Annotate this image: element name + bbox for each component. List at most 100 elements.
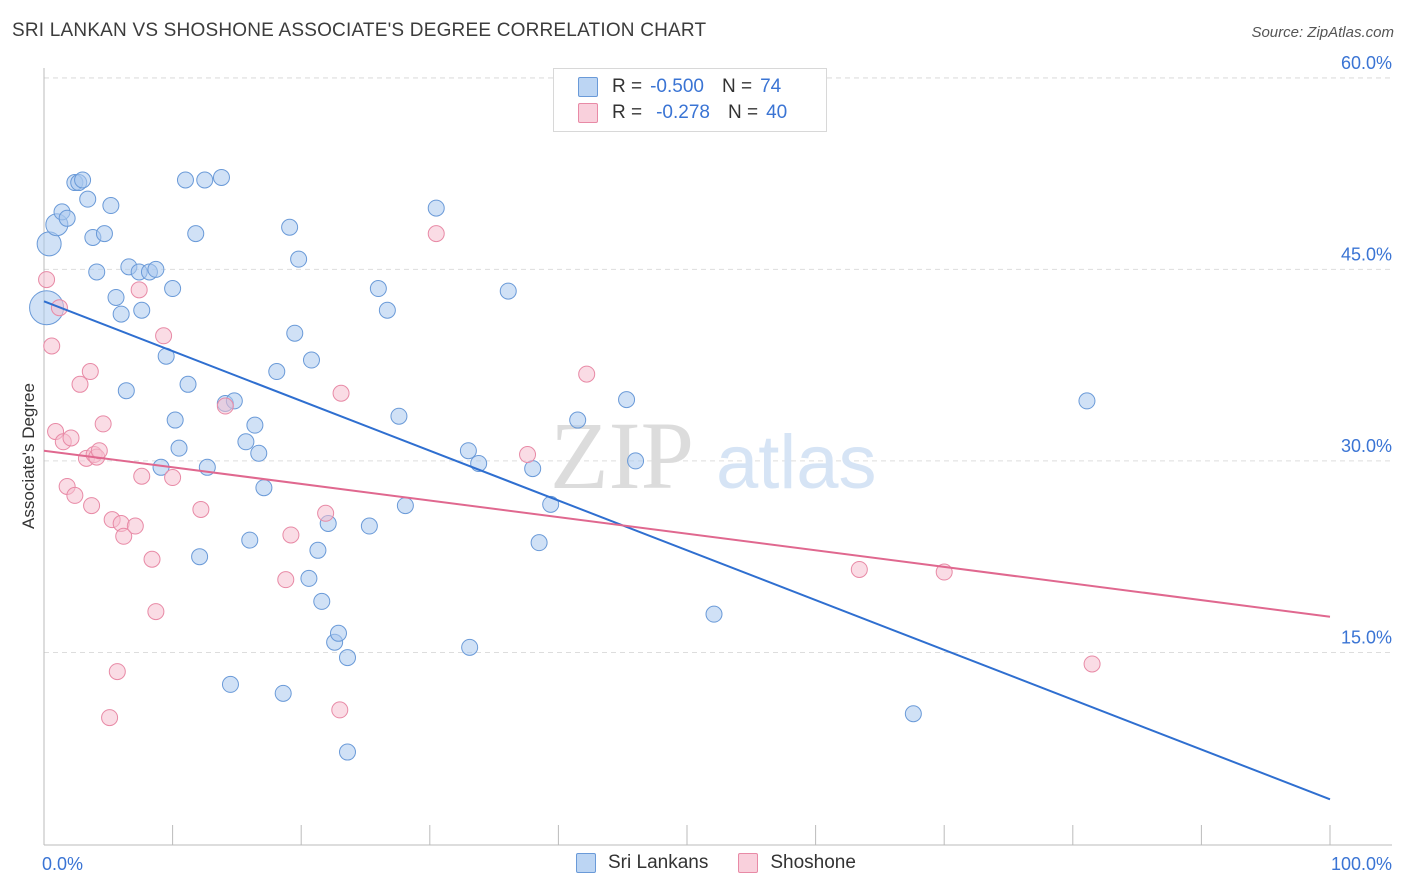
- data-point-shoshone: [317, 504, 335, 522]
- gridlines: [44, 77, 1392, 653]
- data-point-sri-lankans: [569, 411, 587, 429]
- data-point-shoshone: [43, 337, 61, 355]
- data-point-shoshone: [519, 446, 537, 464]
- data-point-shoshone: [216, 397, 234, 415]
- data-point-sri-lankans: [79, 190, 97, 208]
- data-point-shoshone: [133, 467, 151, 485]
- data-point-sri-lankans: [166, 411, 184, 429]
- data-point-shoshone: [108, 663, 126, 681]
- data-point-shoshone: [427, 225, 445, 243]
- data-point-shoshone: [850, 560, 868, 578]
- data-point-shoshone: [1083, 655, 1101, 673]
- data-point-sri-lankans: [176, 171, 194, 189]
- data-point-sri-lankans: [281, 218, 299, 236]
- data-point-shoshone: [101, 709, 119, 727]
- data-point-sri-lankans: [274, 684, 292, 702]
- data-point-shoshone: [282, 526, 300, 544]
- data-point-shoshone: [192, 500, 210, 518]
- data-point-shoshone: [277, 571, 295, 589]
- data-point-sri-lankans: [196, 171, 214, 189]
- data-point-sri-lankans: [179, 375, 197, 393]
- data-point-sri-lankans: [300, 569, 318, 587]
- data-point-shoshone: [71, 375, 89, 393]
- data-point-sri-lankans: [58, 209, 76, 227]
- data-point-sri-lankans: [191, 548, 209, 566]
- data-point-sri-lankans: [250, 444, 268, 462]
- y-tick-label: 60.0%: [1341, 53, 1392, 73]
- y-axis-label: Associate's Degree: [19, 383, 38, 529]
- data-point-sri-lankans: [147, 260, 165, 278]
- legend-r-label: R =: [612, 102, 643, 123]
- data-point-sri-lankans: [302, 351, 320, 369]
- stats-legend: R = -0.500 N = 74 R = -0.278 N = 40: [553, 68, 827, 132]
- watermark: ZIP atlas: [550, 402, 877, 509]
- data-point-shoshone: [164, 469, 182, 487]
- chart-title: SRI LANKAN VS SHOSHONE ASSOCIATE'S DEGRE…: [12, 20, 707, 41]
- data-point-sri-lankans: [396, 497, 414, 515]
- axes: [43, 68, 1392, 846]
- legend-item-sri-lankans[interactable]: Sri Lankans: [576, 852, 708, 874]
- data-point-sri-lankans: [221, 675, 239, 693]
- data-point-shoshone: [62, 429, 80, 447]
- chart-source: Source: ZipAtlas.com: [1251, 24, 1394, 41]
- data-point-sri-lankans: [117, 382, 135, 400]
- legend-r-label: R =: [612, 76, 643, 97]
- legend-item-shoshone[interactable]: Shoshone: [738, 852, 856, 874]
- data-point-shoshone: [38, 271, 56, 289]
- data-point-shoshone: [155, 327, 173, 345]
- data-point-sri-lankans: [313, 592, 331, 610]
- data-point-sri-lankans: [241, 531, 259, 549]
- data-point-sri-lankans: [133, 301, 151, 319]
- data-point-sri-lankans: [499, 282, 517, 300]
- data-point-sri-lankans: [904, 705, 922, 723]
- data-point-shoshone: [147, 603, 165, 621]
- y-tick-label: 30.0%: [1341, 436, 1392, 456]
- data-point-sri-lankans: [268, 363, 286, 381]
- series-shoshone: [38, 225, 1101, 727]
- legend-row-sri-lankans: R = -0.500 N = 74: [578, 75, 781, 99]
- data-point-sri-lankans: [286, 324, 304, 342]
- data-point-shoshone: [94, 415, 112, 433]
- data-point-sri-lankans: [390, 407, 408, 425]
- data-point-sri-lankans: [459, 442, 477, 460]
- y-tick-label: 45.0%: [1341, 244, 1392, 264]
- x-tick-label: 100.0%: [1331, 854, 1392, 874]
- data-point-shoshone: [578, 365, 596, 383]
- data-point-shoshone: [126, 517, 144, 535]
- data-point-sri-lankans: [338, 649, 356, 667]
- data-point-shoshone: [130, 281, 148, 299]
- legend-label-sri-lankans: Sri Lankans: [608, 852, 709, 873]
- data-point-sri-lankans: [627, 452, 645, 470]
- legend-swatch-pink: [578, 103, 598, 123]
- data-point-shoshone: [331, 701, 349, 719]
- data-point-sri-lankans: [95, 225, 113, 243]
- legend-swatch-blue: [576, 853, 596, 873]
- data-point-sri-lankans: [246, 416, 264, 434]
- data-point-sri-lankans: [618, 391, 636, 409]
- series-legend: Sri Lankans Shoshone: [576, 852, 886, 874]
- trend-lines: [43, 300, 1331, 801]
- data-point-sri-lankans: [427, 199, 445, 217]
- legend-n-label: N =: [727, 102, 759, 123]
- data-point-sri-lankans: [530, 534, 548, 552]
- data-point-sri-lankans: [107, 288, 125, 306]
- data-point-sri-lankans: [112, 305, 130, 323]
- legend-n-label: N =: [721, 76, 753, 97]
- data-point-shoshone: [66, 486, 84, 504]
- trend-line-shoshone: [43, 449, 1331, 618]
- data-point-shoshone: [143, 550, 161, 568]
- data-point-sri-lankans: [542, 495, 560, 513]
- legend-label-shoshone: Shoshone: [770, 852, 856, 873]
- data-point-sri-lankans: [88, 263, 106, 281]
- legend-r-value: -0.278: [656, 102, 710, 123]
- legend-swatch-blue: [578, 77, 598, 97]
- data-point-sri-lankans: [369, 280, 387, 298]
- x-tick-label: 0.0%: [42, 854, 83, 874]
- data-point-sri-lankans: [237, 433, 255, 451]
- legend-n-value: 40: [766, 102, 788, 123]
- watermark-atlas: atlas: [716, 420, 877, 505]
- data-point-sri-lankans: [309, 541, 327, 559]
- data-point-sri-lankans: [187, 225, 205, 243]
- data-point-sri-lankans: [338, 743, 356, 761]
- data-point-shoshone: [332, 384, 350, 402]
